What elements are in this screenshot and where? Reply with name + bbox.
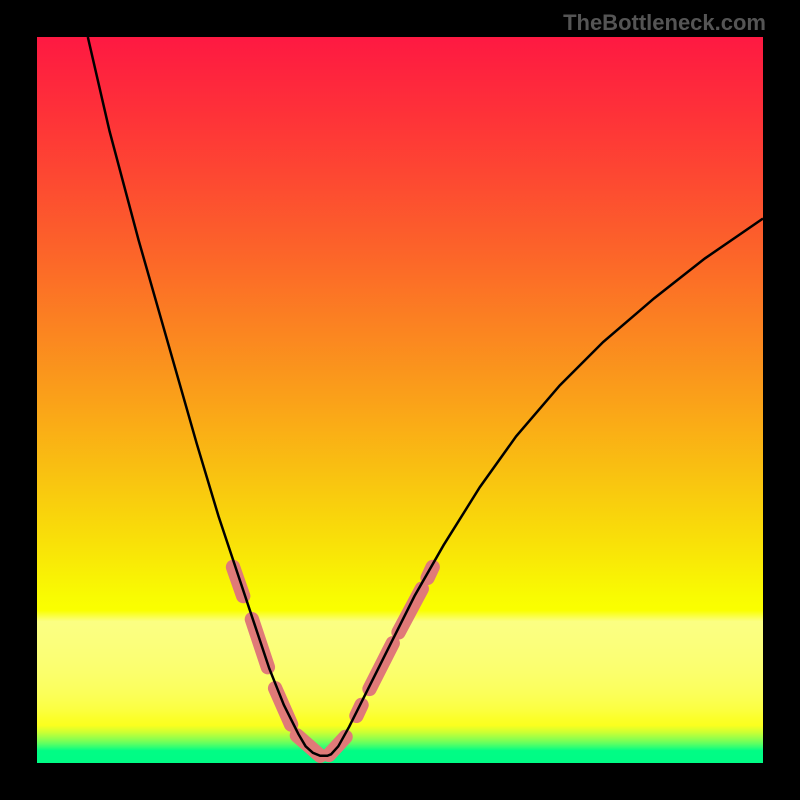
marker-segment: [275, 688, 291, 724]
marker-group: [233, 567, 433, 756]
bottleneck-curve: [88, 37, 763, 756]
marker-segment: [399, 589, 422, 633]
marker-segment: [370, 643, 393, 689]
plot-area: [37, 37, 763, 763]
watermark-text: TheBottleneck.com: [563, 10, 766, 36]
curve-layer: [37, 37, 763, 763]
chart-root: TheBottleneck.com: [0, 0, 800, 800]
